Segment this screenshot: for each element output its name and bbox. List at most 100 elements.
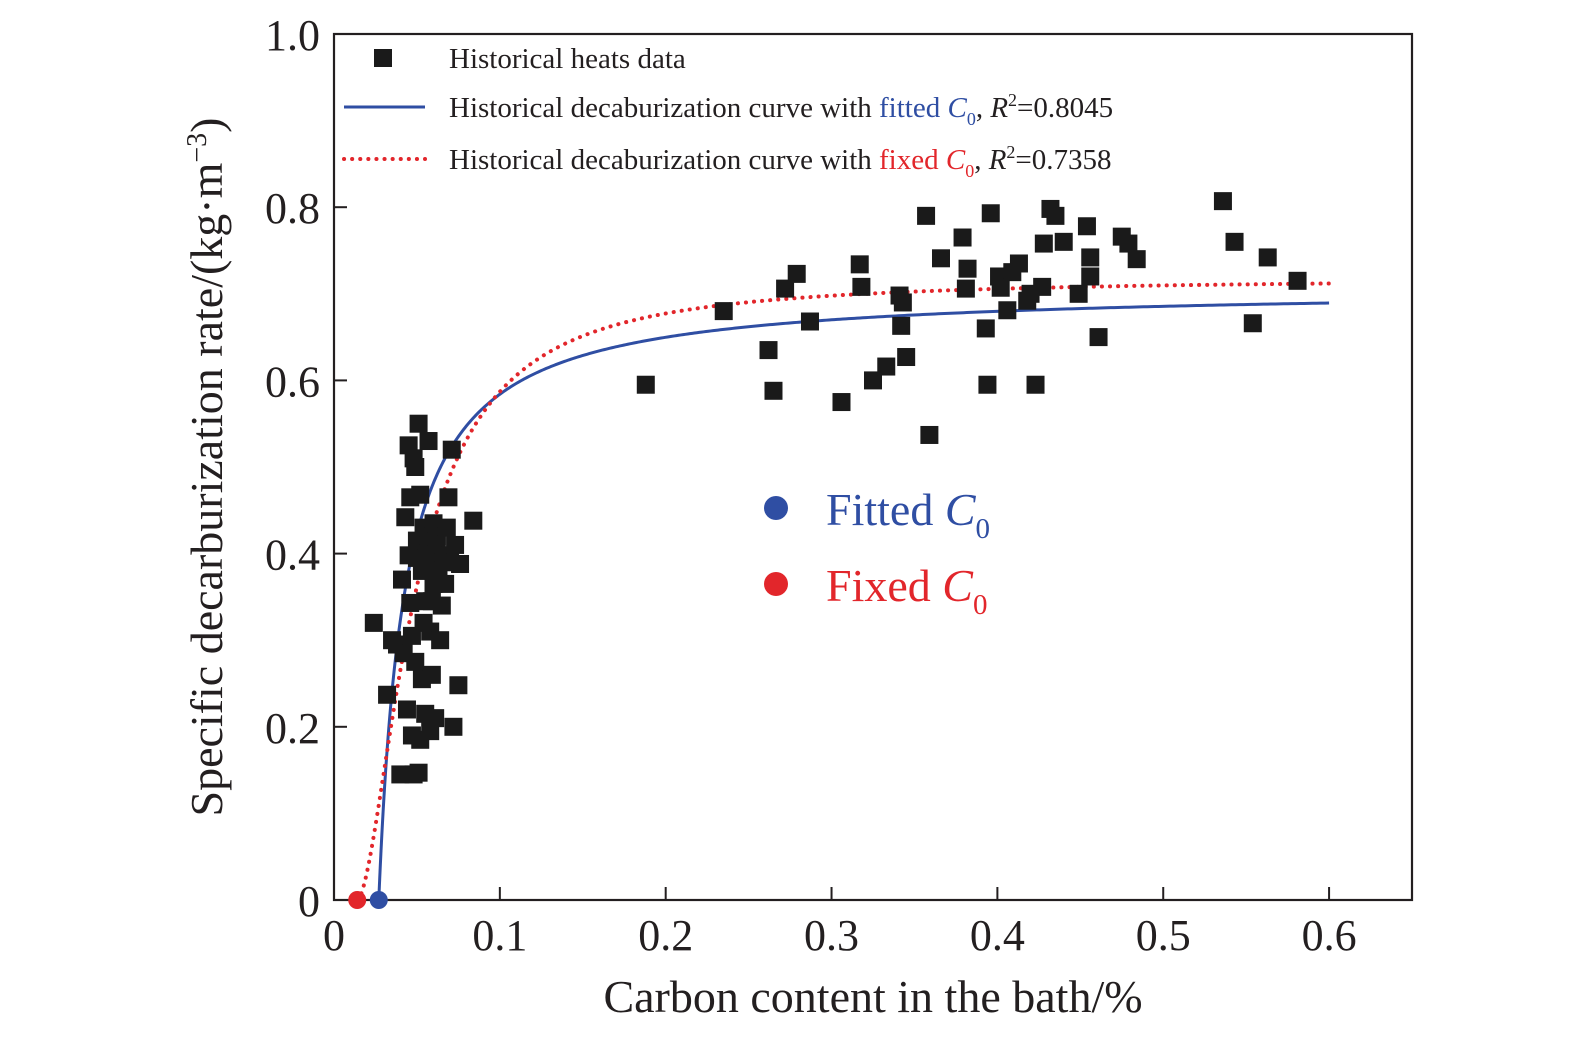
heat-data-point <box>464 511 483 530</box>
annotation-label-part: Fixed <box>826 560 942 611</box>
heat-data-point <box>776 279 795 298</box>
x-tick-label: 0.2 <box>638 911 693 960</box>
heat-data-point <box>917 206 936 225</box>
y-tick-label: 0.4 <box>265 531 320 580</box>
c0-point <box>369 891 388 909</box>
heat-data-point <box>436 574 455 593</box>
heat-data-point <box>1009 254 1028 273</box>
heat-data-point <box>442 440 461 459</box>
heat-data-point <box>422 665 441 684</box>
annotation-label-part: C <box>942 560 974 611</box>
heat-data-point <box>759 341 778 360</box>
heat-data-point <box>636 375 655 394</box>
y-tick-label: 0.6 <box>265 357 320 406</box>
c0-annotations: Fitted C0 Fixed C0 <box>764 484 990 621</box>
legend-label-part: R <box>988 144 1007 176</box>
heat-data-point <box>446 535 465 554</box>
heat-data-point <box>1081 248 1100 267</box>
plot-frame <box>332 32 1414 902</box>
y-axis-title-close: ) <box>181 117 232 132</box>
heat-data-point <box>897 348 916 367</box>
heat-data-point <box>832 393 851 412</box>
x-tick-label: 0 <box>323 911 345 960</box>
heat-data-point <box>958 259 977 278</box>
annotation-label-part: 0 <box>973 589 988 621</box>
heat-data-point <box>981 204 1000 223</box>
c0-point <box>348 891 367 909</box>
heat-data-point <box>1243 314 1262 333</box>
heat-data-point <box>409 763 428 782</box>
y-axis-title-main: Specific decarburization rate/(kg·m <box>181 162 232 816</box>
heat-data-point <box>444 717 463 736</box>
legend-label-part: Historical decaburization curve with <box>449 144 879 176</box>
heat-data-point <box>437 518 456 537</box>
heat-data-point <box>397 700 416 719</box>
legend-label-part: fixed <box>879 144 946 176</box>
heat-data-point <box>1069 284 1088 303</box>
legend-label: Historical heats data <box>449 43 686 75</box>
heat-data-point <box>392 570 411 589</box>
x-axis-ticks: 0 0.1 0.2 0.3 0.4 0.5 0.6 <box>323 887 1357 960</box>
legend-label-part: , <box>976 92 991 124</box>
heat-data-point <box>406 458 425 476</box>
annotation-label: Fixed C0 <box>826 560 987 621</box>
c0-markers <box>348 891 388 909</box>
heat-data-point <box>1077 217 1096 236</box>
heat-data-point <box>920 425 939 444</box>
heat-data-point <box>409 414 428 433</box>
heat-data-point <box>852 277 871 296</box>
x-tick-label: 0.6 <box>1302 911 1357 960</box>
x-axis-title: Carbon content in the bath/% <box>603 971 1142 1022</box>
legend-square-marker <box>374 49 392 67</box>
legend-label-part: Historical decaburization curve with <box>449 92 879 124</box>
y-axis-title: Specific decarburization rate/(kg·m−3) <box>181 117 232 816</box>
heat-data-point <box>931 249 950 268</box>
heat-data-point <box>1026 375 1045 394</box>
heat-data-point <box>1288 271 1307 290</box>
heat-data-point <box>406 652 425 671</box>
heat-data-point <box>1258 248 1277 267</box>
annotation-label: Fitted C0 <box>826 484 990 545</box>
heat-data-point <box>1034 234 1053 253</box>
heat-data-point <box>451 554 470 573</box>
heat-data-point <box>364 613 383 632</box>
y-axis-title-superscript: −3 <box>182 133 213 163</box>
legend-label-part: , <box>974 144 989 176</box>
heat-data-point <box>956 279 975 298</box>
heat-data-point <box>396 508 415 527</box>
legend-label-part: 2 <box>1008 90 1017 110</box>
x-tick-label: 0.4 <box>970 911 1025 960</box>
x-tick-label: 0.1 <box>472 911 527 960</box>
heat-data-point <box>378 685 397 704</box>
y-tick-label: 0.8 <box>265 184 320 233</box>
heat-data-point <box>864 371 882 390</box>
x-tick-label: 0.3 <box>804 911 859 960</box>
historical-heats-points <box>364 192 1307 784</box>
heat-data-point <box>787 264 806 283</box>
y-tick-label: 0.2 <box>265 704 320 753</box>
heat-data-point <box>1081 267 1100 286</box>
heat-data-point <box>976 319 995 338</box>
y-tick-label: 0 <box>298 877 320 926</box>
legend-label-part: fitted <box>879 92 947 124</box>
legend-label-part: =0.7358 <box>1015 144 1111 176</box>
heat-data-point <box>1089 328 1108 347</box>
heat-data-point <box>1119 234 1138 253</box>
legend-label-part: C <box>947 92 967 124</box>
heat-data-point <box>991 278 1010 297</box>
annotation-label-part: 0 <box>976 513 991 545</box>
heat-data-point <box>411 485 430 504</box>
heat-data-point <box>800 312 819 331</box>
heat-data-point <box>432 596 451 615</box>
heat-data-point <box>764 381 783 400</box>
annotation-marker <box>764 572 788 596</box>
heat-data-point <box>439 488 458 507</box>
heat-data-point <box>449 676 468 695</box>
heat-data-point <box>978 375 997 394</box>
legend-label-part: 0 <box>965 161 974 181</box>
x-tick-label: 0.5 <box>1136 911 1191 960</box>
heat-data-point <box>998 301 1017 320</box>
legend-label-part: =0.8045 <box>1017 92 1113 124</box>
heat-data-point <box>401 593 420 612</box>
legend-label: Historical decaburization curve with fix… <box>449 142 1112 181</box>
